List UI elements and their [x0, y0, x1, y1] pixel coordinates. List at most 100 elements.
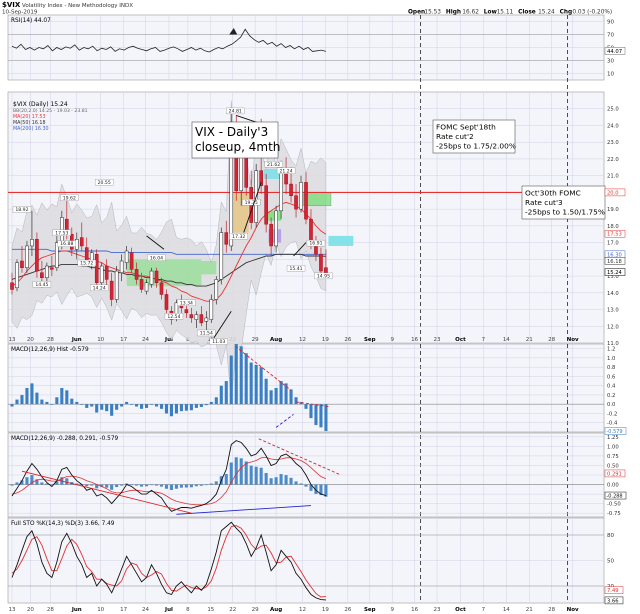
price-tick-label: 24.0 [607, 123, 619, 129]
candle [199, 314, 204, 324]
macd-tick-label: 1.00 [607, 444, 619, 450]
sto-k-line [11, 521, 326, 601]
sto-tick-label: 80 [607, 533, 614, 539]
rsi-last-box [604, 47, 626, 55]
hist-tick-label: 0.8 [607, 365, 616, 371]
hist-bar [179, 404, 183, 412]
candle-value-label: 20.55 [98, 180, 111, 186]
macd-hist-bar [319, 484, 323, 496]
price-right-label: 20.0 [607, 190, 619, 196]
hist-bar [125, 401, 129, 405]
main-annotation-text: VIX - Daily'3 [195, 125, 268, 139]
candle [154, 270, 159, 284]
ohlc-value: 16.62 [462, 10, 479, 16]
candle [20, 260, 24, 268]
macd-line [11, 440, 327, 512]
ma200-legend: MA(200) 16.30 [13, 126, 49, 132]
ohlc-label: High [446, 10, 461, 16]
candle-value-label: 21.62 [267, 162, 280, 168]
symbol-text: $VIX [2, 1, 21, 9]
chart-date: 10-Sep-2019 [2, 10, 38, 16]
hist-bar [115, 404, 119, 410]
price-right-box [604, 188, 626, 197]
price-right-box [604, 229, 626, 238]
macd-hist-bar [135, 484, 139, 486]
candle-value-label: 14.95 [317, 274, 330, 280]
x-tick-label: Jun [71, 337, 82, 343]
x-tick-label: 8 [186, 607, 190, 613]
candle [309, 218, 313, 243]
macd-hist-bar [184, 484, 188, 488]
main-annotation-text: closeup, 4mth [195, 140, 280, 154]
macd-hist-bar [314, 484, 318, 494]
macd-hist-bar [309, 484, 313, 491]
x-tick-label: 17 [120, 607, 127, 613]
candle-value-label: 15.41 [289, 266, 302, 272]
hist-bar [15, 399, 19, 405]
hist-bar [130, 404, 134, 405]
x-tick-label: 28 [548, 607, 555, 613]
candle [299, 182, 303, 210]
price-tick-label: 25.0 [607, 107, 619, 113]
hist-bar [269, 390, 273, 405]
x-tick-label: 20 [27, 337, 34, 343]
candle [30, 239, 34, 247]
fomc-oct-annotation-text: -25bps to 1.50/1.75% [525, 208, 605, 217]
hist-bar [254, 364, 258, 405]
hist-bar [45, 401, 49, 405]
candle-label-box [229, 233, 248, 240]
hist-bar [284, 383, 288, 405]
candle-label-box [12, 206, 32, 213]
macd-hist-bar [284, 475, 288, 485]
candle-label-box [314, 272, 333, 280]
price-right-label: 15.24 [607, 270, 623, 276]
macd-hist-bar [194, 484, 198, 487]
candle [15, 262, 19, 289]
x-tick-label: 13 [9, 607, 16, 613]
candle [109, 280, 114, 300]
hist-tick-label: 0.2 [607, 393, 615, 399]
cyan-zone-sep [328, 235, 354, 246]
rsi-legend: RSI(14) 44.07 [11, 18, 51, 24]
macd-hist-bar [10, 484, 14, 486]
panel-hist [7, 343, 605, 433]
rsi-tick-label: 70 [607, 33, 614, 39]
candle-label-box [177, 299, 196, 306]
ohlc-value: 15.24 [538, 10, 555, 16]
hist-divergence-blue [275, 414, 294, 428]
candle [164, 294, 169, 310]
candle [129, 252, 134, 270]
price-tick-label: 22.0 [607, 157, 619, 163]
x-tick-label: 24 [142, 337, 149, 343]
hist-divergence-red2 [295, 401, 329, 407]
macd-hist-bar [85, 484, 89, 487]
macd-hist-bar [65, 478, 69, 485]
hist-bar [199, 404, 203, 407]
hist-bar [35, 392, 39, 405]
candle [89, 252, 94, 262]
ohlc-label: Chg [560, 10, 573, 16]
candle [149, 270, 154, 285]
fomc-sept-annotation-text: Rate cut'2 [436, 132, 474, 141]
candle-label-box [264, 161, 283, 168]
hist-bar [234, 344, 238, 405]
macd-tick-label: -0.50 [607, 502, 621, 508]
hist-bar [194, 404, 198, 408]
macd-hist-bar [299, 483, 303, 485]
sto-legend: Full STO %K(14,3) %D(3) 3.66, 7.49 [11, 521, 115, 527]
candle-value-label: 16.88 [60, 241, 73, 247]
x-tick-label: Jul [164, 607, 173, 613]
price-right-box [604, 268, 626, 276]
macd-tick-label: 0.50 [607, 463, 619, 469]
hist-bar [289, 389, 293, 405]
macd-legend: MACD(12,26,9) -0.288, 0.291, -0.579 [11, 436, 119, 442]
candle [219, 232, 224, 280]
hist-bar [274, 388, 278, 405]
macd-tick-label: -0.75 [607, 511, 621, 517]
price-tick-label: 14.0 [607, 291, 619, 297]
candle-value-label: 21.24 [279, 168, 292, 174]
x-tick-label: 26 [344, 607, 351, 613]
hist-bar [174, 404, 178, 414]
